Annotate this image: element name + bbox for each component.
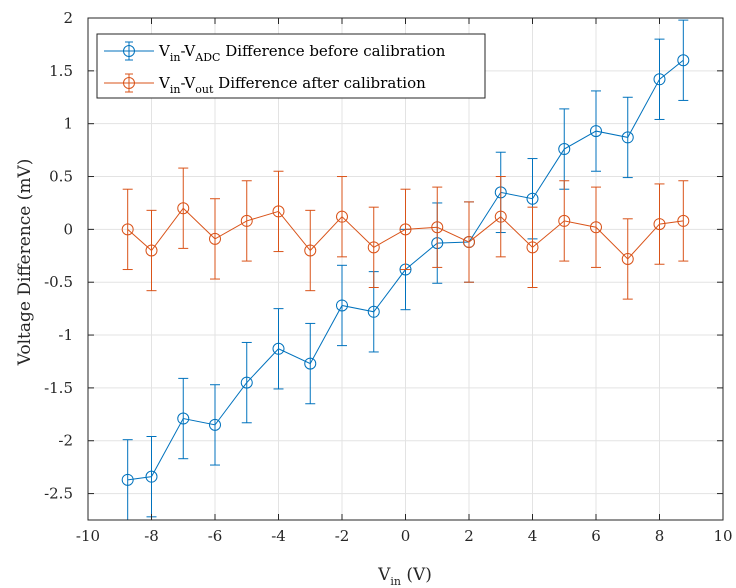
x-tick-label: 0 [401,527,411,545]
data-point [304,357,317,370]
x-tick-label: -6 [208,527,223,545]
x-tick-label: 2 [464,527,474,545]
data-point [653,218,666,231]
data-point [177,412,190,425]
data-point [590,221,602,234]
data-point [677,54,690,67]
data-point [272,342,285,355]
data-point [621,131,634,144]
data-point [590,125,602,138]
data-point [399,223,412,236]
y-tick-label: -1.5 [44,379,73,397]
legend: Vin-VADC Difference before calibration V… [96,33,486,99]
data-point [240,376,253,389]
y-tick-label: 1.5 [49,62,73,80]
x-tick-label: -2 [335,527,350,545]
data-point [145,244,158,257]
data-point [494,210,507,223]
x-axis-label-unit: (V) [401,565,432,585]
x-tick-label: 8 [655,527,665,545]
data-point [145,470,158,483]
data-point [209,232,221,245]
y-tick-label: 1 [63,115,73,133]
x-tick-label: -4 [271,527,286,545]
y-tick-label: -2 [58,432,73,450]
legend-label-after: Vin-Vout Difference after calibration [158,74,426,96]
x-tick-label: 10 [713,527,732,545]
x-axis-label-main: V [377,565,391,585]
data-point [240,214,253,227]
data-point [121,223,134,236]
data-point [431,221,444,234]
legend-marker-after [123,77,135,89]
data-point [677,214,690,227]
x-axis-label-subscript: in [390,575,401,588]
x-axis-label: Vin (V) [377,565,432,588]
data-point [558,214,571,227]
x-tick-label: -8 [144,527,159,545]
plot-series [121,19,690,521]
data-point [336,210,348,223]
legend-box [96,33,486,99]
data-point [272,205,285,218]
legend-item-after: Vin-Vout Difference after calibration [104,73,426,96]
y-tick-label: -1 [58,326,73,344]
legend-item-before: Vin-VADC Difference before calibration [104,41,446,64]
data-point [558,143,571,156]
y-tick-label: 2 [63,9,73,27]
data-point [304,244,317,257]
series-1 [121,167,690,300]
x-tick-label: 4 [528,527,538,545]
data-point [121,473,134,486]
y-tick-label: -2.5 [44,485,73,503]
data-point [653,73,666,86]
data-point [621,252,634,265]
data-point [209,418,221,431]
y-axis-label: Voltage Difference (mV) [15,159,35,367]
data-point [463,236,475,249]
data-point [177,202,190,215]
legend-marker-before [123,45,135,57]
data-point [367,305,380,318]
data-point [336,299,348,312]
data-point [526,241,539,254]
y-tick-label: -0.5 [44,273,73,291]
axis-ticks: -10 -8 -6 -4 -2 0 2 4 6 8 10 -2.5 -2 -1.5 -1 -0.5 0 0.5 1 1… [44,9,732,545]
x-tick-label: -10 [76,527,100,545]
data-point [367,241,380,254]
y-tick-label: 0 [63,220,73,238]
data-point [526,192,539,205]
legend-label-before: Vin-VADC Difference before calibration [158,42,446,64]
y-tick-label: 0.5 [49,168,73,186]
x-tick-label: 6 [591,527,601,545]
